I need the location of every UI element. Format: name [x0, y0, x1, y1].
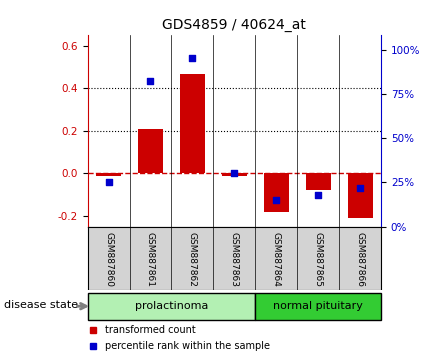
Bar — [222, 173, 247, 176]
Text: prolactinoma: prolactinoma — [135, 301, 208, 311]
Point — [357, 185, 364, 190]
Text: GSM887861: GSM887861 — [146, 232, 155, 287]
Bar — [347, 173, 373, 218]
Bar — [180, 74, 205, 173]
Point — [273, 197, 280, 203]
FancyBboxPatch shape — [88, 293, 255, 320]
Point — [231, 171, 238, 176]
Bar — [306, 173, 331, 190]
Bar — [264, 173, 289, 212]
Text: GSM887866: GSM887866 — [356, 232, 364, 287]
Point — [105, 179, 112, 185]
Point — [189, 56, 196, 61]
Point — [147, 79, 154, 84]
FancyBboxPatch shape — [255, 293, 381, 320]
Text: GSM887864: GSM887864 — [272, 232, 281, 286]
Text: GSM887863: GSM887863 — [230, 232, 239, 287]
Text: disease state: disease state — [4, 299, 78, 310]
Bar — [138, 129, 163, 173]
Text: percentile rank within the sample: percentile rank within the sample — [105, 341, 270, 351]
Text: GSM887865: GSM887865 — [314, 232, 323, 287]
Text: transformed count: transformed count — [105, 325, 196, 335]
Point — [314, 192, 321, 198]
Text: GSM887862: GSM887862 — [188, 232, 197, 286]
Title: GDS4859 / 40624_at: GDS4859 / 40624_at — [162, 18, 306, 32]
Text: normal pituitary: normal pituitary — [273, 301, 363, 311]
Text: GSM887860: GSM887860 — [104, 232, 113, 287]
Bar — [96, 173, 121, 176]
